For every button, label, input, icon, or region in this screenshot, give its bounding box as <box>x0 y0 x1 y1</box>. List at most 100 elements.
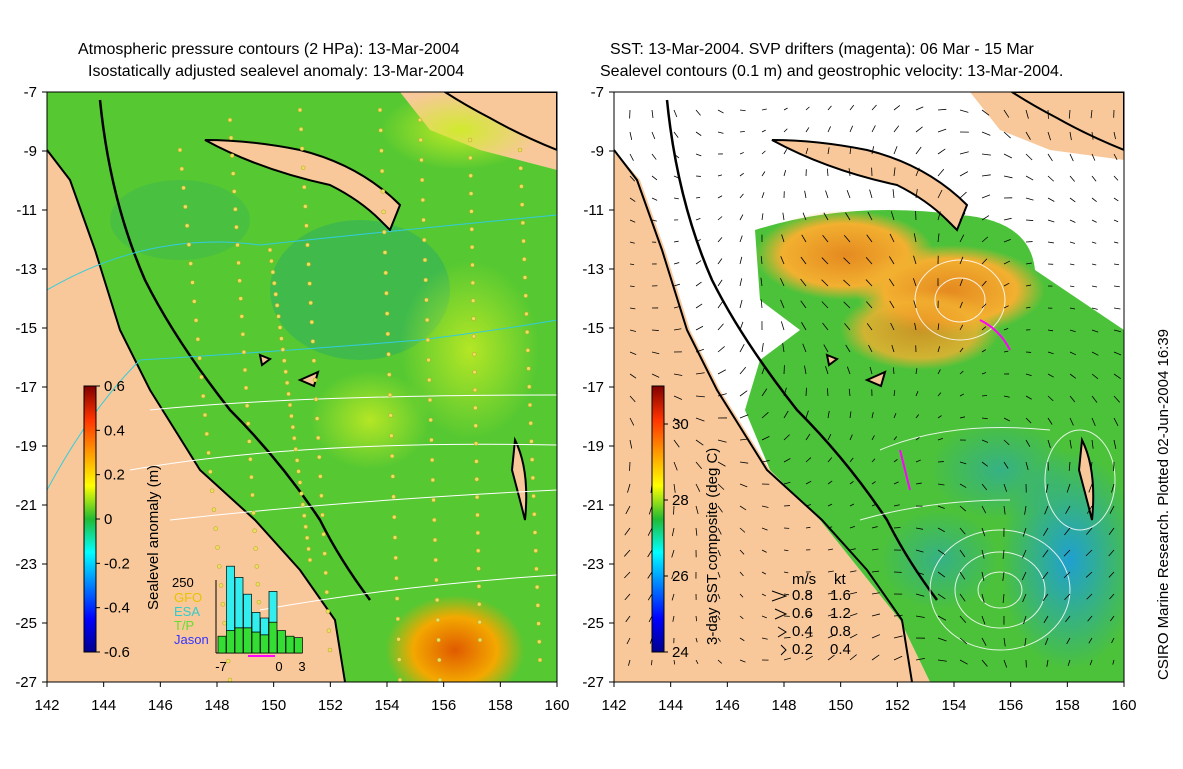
velocity-vector <box>1069 175 1075 182</box>
track-point <box>534 566 539 572</box>
velocity-vector <box>1063 549 1071 557</box>
velocity-vector <box>866 234 873 243</box>
velocity-vector <box>1003 109 1010 118</box>
velocity-vector <box>783 434 790 441</box>
track-point <box>424 297 429 303</box>
velocity-vector <box>981 615 986 625</box>
velocity-vector <box>871 435 875 441</box>
velocity-vector <box>843 234 851 243</box>
velocity-vector <box>1091 285 1098 288</box>
velocity-vector <box>981 326 987 331</box>
velocity-vector <box>695 196 701 199</box>
velocity-vector <box>959 505 967 512</box>
velocity-vector <box>893 413 897 419</box>
track-point <box>305 242 310 248</box>
right-y-tick-label: -27 <box>582 674 604 691</box>
velocity-vector <box>937 392 942 397</box>
velocity-vector <box>849 633 858 639</box>
track-point <box>309 319 315 325</box>
velocity-vector <box>805 127 810 133</box>
track-point <box>468 155 473 161</box>
velocity-vector <box>915 167 920 177</box>
velocity-vector <box>844 323 851 331</box>
inset-bar-esa <box>268 591 278 623</box>
velocity-vector <box>937 128 947 133</box>
velocity-vector <box>937 571 946 578</box>
velocity-legend-header-ms: m/s <box>792 571 816 588</box>
velocity-vector <box>1108 571 1115 578</box>
velocity-vector <box>761 571 767 575</box>
velocity-vector <box>761 150 766 155</box>
velocity-vector <box>695 131 702 136</box>
velocity-vector <box>805 635 813 639</box>
left-title-line2: Isostatically adjusted sealevel anomaly:… <box>88 63 465 80</box>
track-point <box>237 278 242 283</box>
velocity-vector <box>739 527 746 533</box>
velocity-vector <box>866 323 873 331</box>
velocity-vector <box>915 126 923 133</box>
velocity-vector <box>869 189 873 199</box>
velocity-vector <box>1025 417 1032 424</box>
velocity-vector <box>717 527 722 535</box>
velocity-vector <box>1089 659 1093 666</box>
velocity-vector <box>827 126 831 133</box>
velocity-vector <box>761 343 764 353</box>
left-x-tick-label: 158 <box>488 697 513 714</box>
velocity-vector <box>1113 285 1120 288</box>
velocity-vector <box>695 239 701 243</box>
track-point <box>474 494 480 500</box>
velocity-vector <box>1110 615 1115 622</box>
velocity-vector <box>981 394 988 397</box>
velocity-vector <box>1047 395 1054 402</box>
track-point <box>220 602 226 607</box>
track-point <box>218 583 224 588</box>
velocity-vector <box>1025 306 1031 309</box>
velocity-vector <box>959 615 967 624</box>
velocity-vector <box>822 234 829 243</box>
velocity-vector <box>1003 328 1009 331</box>
velocity-vector <box>1090 109 1093 119</box>
track-point <box>421 217 426 223</box>
track-point <box>436 637 441 643</box>
right-colorbar-label: 3-day SST composite (deg C) <box>704 448 721 645</box>
velocity-vector <box>981 194 991 199</box>
velocity-vector <box>893 635 903 639</box>
velocity-vector <box>1113 439 1117 449</box>
velocity-vector <box>671 571 675 579</box>
velocity-vector <box>628 659 631 666</box>
velocity-vector <box>1025 284 1032 287</box>
track-point <box>393 555 398 561</box>
track-point <box>308 300 313 306</box>
velocity-vector <box>937 233 940 243</box>
velocity-vector <box>849 613 858 617</box>
left-map <box>47 92 557 682</box>
track-point <box>476 584 482 589</box>
velocity-vector <box>1047 219 1055 223</box>
track-point <box>292 435 297 441</box>
velocity-vector <box>826 388 829 397</box>
right-x-tick-label: 148 <box>771 697 796 714</box>
velocity-vector <box>871 634 881 639</box>
velocity-vector <box>845 344 851 353</box>
track-point <box>470 262 475 268</box>
track-point <box>229 153 235 158</box>
track-point <box>311 358 317 363</box>
track-point <box>475 530 481 536</box>
track-point <box>232 189 237 194</box>
track-point <box>240 332 246 337</box>
velocity-vector <box>1047 439 1051 448</box>
velocity-vector <box>717 258 723 265</box>
velocity-vector <box>739 414 749 419</box>
velocity-vector <box>843 279 851 287</box>
track-point <box>417 117 423 123</box>
track-point <box>470 280 476 286</box>
velocity-vector <box>1085 549 1093 557</box>
track-point <box>536 621 541 626</box>
velocity-vector <box>1044 637 1049 646</box>
inset-bar-tp <box>234 627 244 654</box>
velocity-vector <box>739 390 748 397</box>
velocity-vector <box>629 373 637 379</box>
velocity-vector <box>849 125 854 133</box>
right-x-tick-label: 146 <box>715 697 740 714</box>
velocity-vector <box>913 300 917 309</box>
